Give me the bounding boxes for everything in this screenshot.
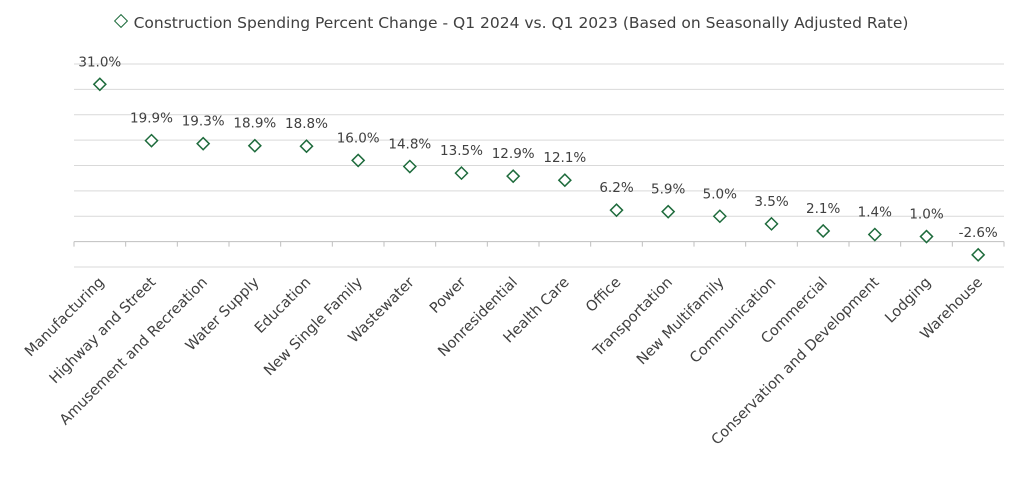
x-axis [73,241,1005,247]
data-label: 19.9% [130,111,173,127]
data-label: 18.8% [285,116,328,132]
data-label: 3.5% [754,194,788,210]
legend-entry: Construction Spending Percent Change - Q… [133,14,909,32]
data-point-marker [919,229,934,244]
data-labels: 31.0% 19.9% 19.3% 18.9% 18.8% 16.0% 14.8% 13.5%… [78,54,998,241]
x-tick-label: Communication [687,275,779,367]
data-point-marker [712,209,727,224]
x-tick-label: Lodging [882,275,934,327]
data-label: 1.4% [858,205,892,221]
data-point-marker [764,216,779,231]
data-point-marker [609,203,624,218]
x-tick-label: Power [427,274,469,316]
chart-legend: Construction Spending Percent Change - Q… [0,13,1024,32]
data-label: 2.1% [806,201,840,217]
data-label: 16.0% [337,130,380,146]
data-point-marker [144,133,159,148]
data-point-marker [867,227,882,242]
data-point-marker [816,223,831,239]
data-label: -2.6% [959,225,998,241]
x-tick-label: Office [583,274,624,315]
data-label: 5.0% [703,186,737,202]
x-tick-label: New Single Family [261,274,366,379]
data-point-marker [402,159,417,174]
data-point-marker [661,204,676,219]
data-point-marker [92,77,107,92]
data-label: 14.8% [388,137,431,153]
data-label: 31.0% [78,54,121,70]
data-label: 5.9% [651,182,685,198]
data-point-marker [351,153,366,168]
data-label: 19.3% [182,114,225,130]
data-point-marker [454,166,469,181]
data-markers [92,77,986,262]
data-point-marker [506,169,521,184]
data-label: 12.1% [543,150,586,166]
data-point-marker [247,138,262,153]
data-label: 13.5% [440,143,483,159]
data-point-marker [971,247,986,262]
data-point-marker [557,173,572,188]
data-point-marker [196,136,211,151]
data-label: 6.2% [599,180,633,196]
x-tick-label: New Multifamily [634,274,728,368]
data-label: 12.9% [492,146,535,162]
data-point-marker [299,139,314,154]
gridlines [74,63,1004,268]
data-label: 1.0% [909,207,943,223]
data-label: 18.9% [233,116,276,132]
